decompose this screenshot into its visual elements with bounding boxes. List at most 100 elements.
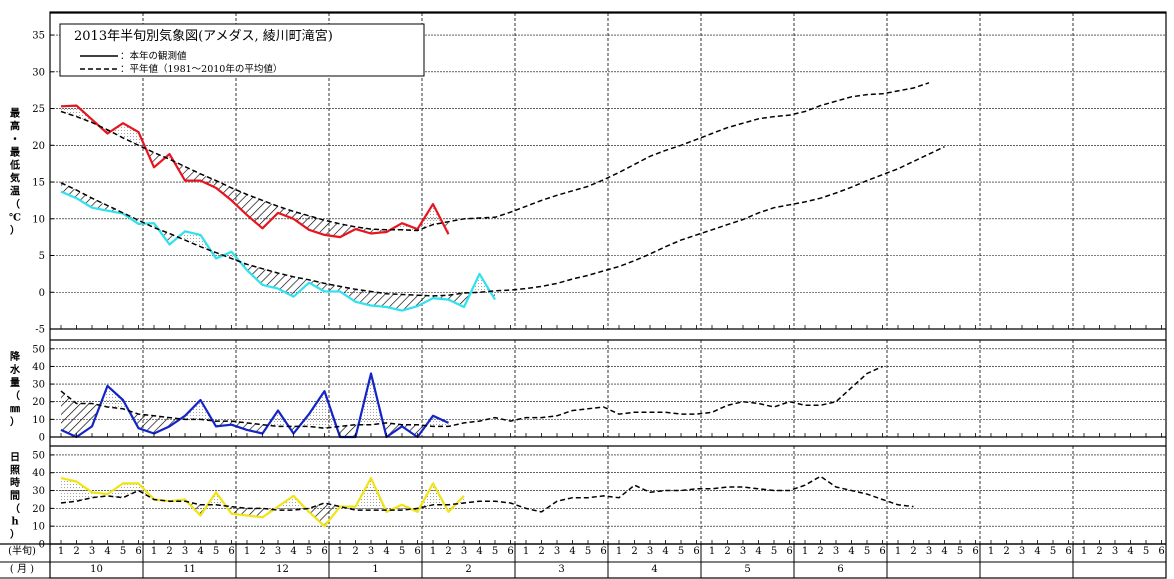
- pentad-tick-label: 2: [1096, 546, 1102, 557]
- anomaly-fill-temp: [231, 187, 247, 216]
- pentad-tick-label: 3: [554, 546, 560, 557]
- pentad-tick-label: 2: [817, 546, 823, 557]
- pentad-tick-label: 4: [476, 546, 482, 557]
- month-label: 12: [276, 564, 289, 575]
- anomaly-fill-sun: [309, 503, 325, 527]
- pentad-tick-label: 5: [957, 546, 963, 557]
- ylabel-temp: 低: [9, 159, 20, 172]
- pentad-tick-label: 3: [89, 546, 95, 557]
- anomaly-fill-temp: [386, 293, 402, 311]
- pentad-tick-label: 1: [895, 546, 901, 557]
- ylabel-sun: ）: [10, 528, 20, 541]
- anomaly-fill-precip: [247, 422, 263, 434]
- ytick-label-precip: 10: [32, 415, 45, 426]
- ylabel-temp: ℃: [9, 213, 21, 224]
- pentad-tick-label: 4: [755, 546, 761, 557]
- pentad-tick-label: 5: [120, 546, 126, 557]
- pentad-tick-label: 6: [879, 546, 885, 557]
- anomaly-fill-temp: [110, 123, 123, 138]
- ylabel-sun: 照: [10, 464, 20, 476]
- ylabel-sun: 日: [10, 451, 20, 463]
- month-label: 3: [558, 564, 564, 575]
- pentad-tick-label: 5: [1143, 546, 1149, 557]
- pentad-tick-label: 6: [507, 546, 513, 557]
- pentad-tick-label: 5: [213, 546, 219, 557]
- pentad-tick-label: 1: [802, 546, 808, 557]
- anomaly-fill-temp: [293, 211, 309, 230]
- anomaly-fill-temp: [340, 223, 356, 238]
- ylabel-temp: ・: [10, 135, 20, 146]
- pentad-tick-label: 2: [73, 546, 79, 557]
- pentad-tick-label: 2: [724, 546, 730, 557]
- series-sun-observed-0: [60, 477, 465, 528]
- axes-layer: -505101520253035最高・最低気温（℃）01020304050降水量…: [0, 11, 1167, 579]
- ylabel-precip: 水: [9, 363, 21, 376]
- grid-layer: [50, 13, 1166, 545]
- anomaly-fill-temp: [61, 182, 77, 199]
- pentad-tick-label: 2: [259, 546, 265, 557]
- ytick-label-sun: 40: [32, 468, 45, 479]
- pentad-tick-label: 4: [662, 546, 668, 557]
- ylabel-temp: 温: [10, 185, 20, 198]
- pentad-tick-label: 2: [166, 546, 172, 557]
- anomaly-fill-temp: [200, 173, 216, 188]
- month-label: 4: [651, 564, 657, 575]
- legend-observed-label: ：本年の観測値: [120, 50, 187, 62]
- pentad-tick-label: 4: [1034, 546, 1040, 557]
- pentad-tick-label: 1: [616, 546, 622, 557]
- pentad-tick-label: 6: [600, 546, 606, 557]
- ytick-label-sun: 0: [39, 540, 45, 551]
- pentad-tick-label: 3: [1112, 546, 1118, 557]
- legend-normal-label: ：平年値（1981～2010年の平均値）: [120, 63, 282, 75]
- pentad-tick-label: 4: [104, 546, 110, 557]
- pentad-tick-label: 6: [1158, 546, 1164, 557]
- pentad-tick-label: 6: [228, 546, 234, 557]
- ylabel-temp: ）: [10, 224, 20, 237]
- pentad-tick-label: 6: [693, 546, 699, 557]
- series-temp-normal-3: [60, 146, 945, 297]
- anomaly-fill-temp: [123, 123, 139, 146]
- ylabel-temp: 高: [10, 120, 20, 133]
- pentad-tick-label: 1: [988, 546, 994, 557]
- anomaly-fill-temp: [76, 190, 92, 208]
- anomaly-fill-sun: [123, 483, 139, 498]
- pentad-tick-label: 5: [306, 546, 312, 557]
- ytick-label-precip: 20: [32, 397, 45, 408]
- pentad-tick-label: 3: [926, 546, 932, 557]
- series-temp-normal-1: [60, 82, 930, 232]
- pentad-tick-label: 3: [182, 546, 188, 557]
- pentad-tick-label: 6: [414, 546, 420, 557]
- anomaly-fill-precip: [107, 385, 123, 409]
- ylabel-sun: 時: [10, 476, 20, 489]
- pentad-tick-label: 4: [1127, 546, 1133, 557]
- pentad-tick-label: 6: [321, 546, 327, 557]
- ylabel-sun: 間: [10, 490, 20, 502]
- pentad-tick-label: 3: [1019, 546, 1025, 557]
- ytick-label-precip: 30: [32, 380, 45, 391]
- month-label: 10: [90, 564, 103, 575]
- pentad-tick-label: 3: [275, 546, 281, 557]
- ylabel-precip: ㎜: [10, 404, 20, 415]
- series-sun-normal-1: [60, 475, 914, 513]
- series-temp-observed-0: [60, 104, 450, 239]
- ylabel-sun: h: [11, 517, 19, 528]
- pentad-tick-label: 1: [430, 546, 436, 557]
- ytick-label-temp: 15: [32, 178, 45, 189]
- anomaly-fill-temp: [262, 268, 278, 289]
- pentad-tick-label: 5: [864, 546, 870, 557]
- pentad-tick-label: 2: [1003, 546, 1009, 557]
- ytick-label-sun: 20: [32, 504, 45, 515]
- pentad-tick-label: 5: [492, 546, 498, 557]
- pentad-tick-label: 4: [569, 546, 575, 557]
- series-precip-normal-1: [60, 365, 883, 429]
- ytick-label-temp: 0: [39, 288, 45, 299]
- ytick-label-precip: 40: [32, 362, 45, 373]
- month-label: 1: [372, 564, 378, 575]
- month-label: 6: [837, 564, 843, 575]
- pentad-tick-label: 6: [786, 546, 792, 557]
- anomaly-fill-precip: [340, 424, 356, 437]
- pentad-tick-label: 4: [941, 546, 947, 557]
- ylabel-temp: 最: [10, 147, 21, 159]
- anomaly-fill-precip: [154, 415, 170, 434]
